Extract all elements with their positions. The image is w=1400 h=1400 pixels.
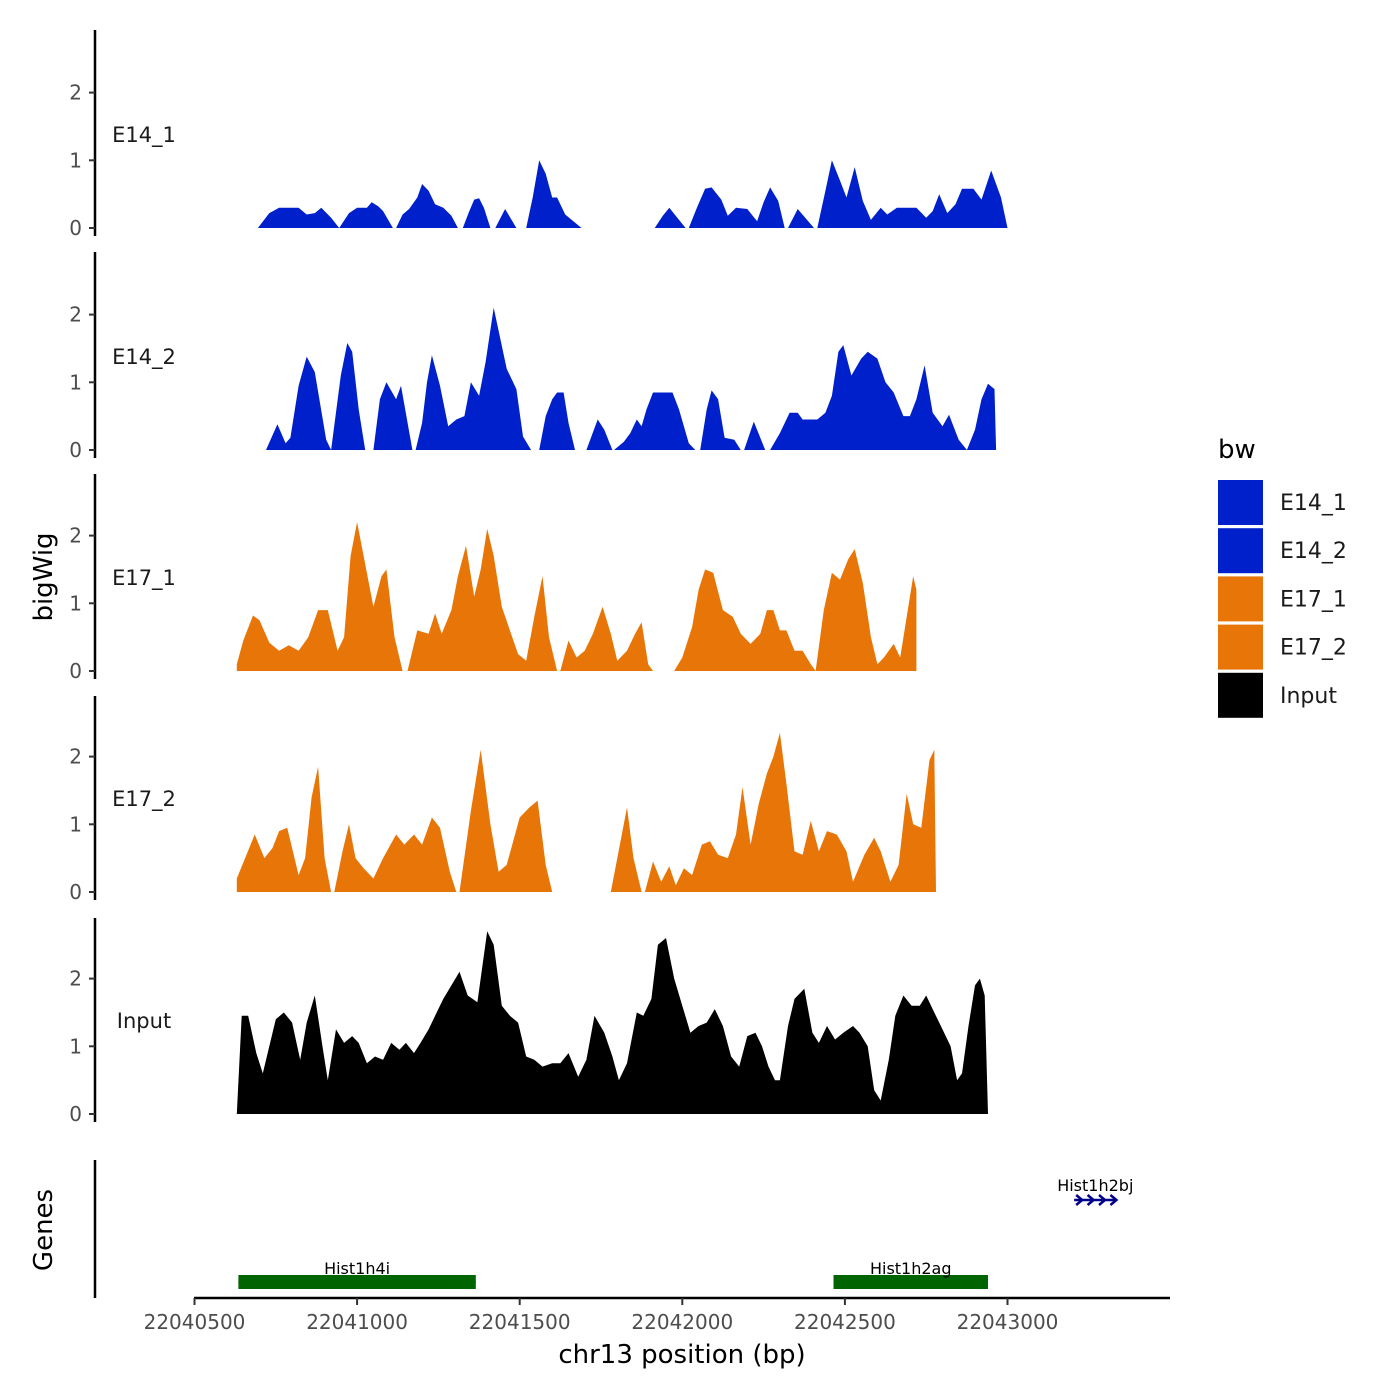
legend-entry-E17_1: E17_1 bbox=[1218, 576, 1347, 622]
legend-label: E17_1 bbox=[1280, 587, 1347, 612]
y-tick-label: 2 bbox=[69, 967, 82, 991]
y-tick-label: 1 bbox=[69, 370, 82, 394]
legend-swatch bbox=[1218, 576, 1263, 622]
gene-strand-arrow bbox=[1098, 1194, 1107, 1206]
y-tick-label: 0 bbox=[69, 659, 82, 683]
signal-area bbox=[236, 931, 989, 1114]
x-tick-label: 22040500 bbox=[144, 1310, 246, 1334]
track-label: E17_1 bbox=[112, 566, 176, 591]
y-tick-label: 1 bbox=[69, 812, 82, 836]
signal-area bbox=[334, 817, 457, 892]
y-tick-label: 2 bbox=[69, 303, 82, 327]
x-tick-label: 22042000 bbox=[631, 1310, 733, 1334]
x-tick-label: 22043000 bbox=[957, 1310, 1059, 1334]
signal-area bbox=[770, 345, 967, 450]
x-axis-title: chr13 position (bp) bbox=[558, 1340, 805, 1370]
y-tick-label: 2 bbox=[69, 745, 82, 769]
y-tick-label: 0 bbox=[69, 1102, 82, 1126]
gene-label: Hist1h2ag bbox=[870, 1259, 952, 1278]
legend-swatch bbox=[1218, 480, 1263, 525]
track-E14_2: 0 1 2 E14_2 bbox=[69, 252, 997, 462]
gene-strand-arrow bbox=[1086, 1194, 1096, 1206]
track-E17_2: 0 1 2 E17_2 bbox=[69, 696, 936, 904]
signal-area bbox=[560, 606, 653, 671]
y-tick-label: 1 bbox=[69, 591, 82, 615]
signal-area bbox=[654, 207, 686, 228]
signal-area bbox=[817, 160, 1008, 228]
legend-label: E17_2 bbox=[1280, 636, 1347, 661]
signal-area bbox=[266, 356, 332, 450]
signal-area bbox=[644, 732, 936, 892]
signal-area bbox=[815, 549, 917, 671]
signal-area bbox=[674, 569, 816, 671]
y-tick-label: 1 bbox=[69, 148, 82, 172]
signal-area bbox=[257, 207, 340, 228]
signal-tracks: 0 1 2 E14_1 0 1 2 E14_2 0 1 2 E17_1 0 1 2 E17_2 0 1 2 Input bbox=[69, 30, 1008, 1126]
signal-area bbox=[396, 184, 458, 228]
x-tick-label: 22042500 bbox=[794, 1310, 896, 1334]
gene-Hist1h2bj: Hist1h2bj bbox=[1057, 1176, 1133, 1206]
track-E17_1: 0 1 2 E17_1 bbox=[69, 474, 917, 683]
gene-strand-arrow bbox=[1075, 1194, 1085, 1206]
signal-area bbox=[462, 198, 491, 228]
y-tick-label: 2 bbox=[69, 524, 82, 548]
legend-label: E14_1 bbox=[1280, 491, 1347, 516]
y-tick-label: 0 bbox=[69, 880, 82, 904]
x-tick-label: 22041500 bbox=[469, 1310, 571, 1334]
signal-area bbox=[526, 160, 582, 228]
signal-area bbox=[586, 419, 613, 450]
legend: bw E14_1 E14_2 E17_1 E17_2 Input bbox=[1218, 435, 1347, 718]
signal-area bbox=[610, 807, 642, 892]
legend-title: bw bbox=[1218, 435, 1256, 465]
y-tick-label: 0 bbox=[69, 216, 82, 240]
signal-area bbox=[339, 202, 393, 228]
gene-Hist1h4i: Hist1h4i bbox=[238, 1259, 476, 1289]
x-tick-label: 22041000 bbox=[306, 1310, 408, 1334]
signal-area bbox=[331, 343, 366, 450]
y-tick-label: 1 bbox=[69, 1034, 82, 1058]
signal-area bbox=[688, 187, 785, 228]
signal-area bbox=[614, 392, 696, 450]
legend-label: Input bbox=[1280, 684, 1337, 709]
legend-swatch bbox=[1218, 528, 1263, 574]
y-tick-label: 2 bbox=[69, 81, 82, 105]
track-label: E14_1 bbox=[112, 123, 176, 148]
legend-entry-E14_2: E14_2 bbox=[1218, 528, 1347, 574]
legend-swatch bbox=[1218, 624, 1263, 670]
gene-strand-arrow bbox=[1109, 1194, 1119, 1206]
legend-label: E14_2 bbox=[1280, 539, 1347, 564]
legend-swatch bbox=[1218, 672, 1263, 718]
track-Input: 0 1 2 Input bbox=[69, 918, 989, 1126]
signal-area bbox=[788, 209, 814, 228]
legend-entry-E14_1: E14_1 bbox=[1218, 480, 1347, 525]
legend-entry-E17_2: E17_2 bbox=[1218, 624, 1347, 670]
genes-panel: Hist1h4i Hist1h2ag Hist1h2bj bbox=[93, 1160, 1133, 1298]
track-E14_1: 0 1 2 E14_1 bbox=[69, 30, 1008, 240]
gene-Hist1h2ag: Hist1h2ag bbox=[833, 1259, 988, 1289]
gene-label: Hist1h2bj bbox=[1057, 1176, 1133, 1195]
signal-area bbox=[373, 382, 413, 450]
y-axis-title: bigWig bbox=[29, 532, 59, 621]
genes-axis-title: Genes bbox=[29, 1189, 59, 1271]
y-tick-label: 0 bbox=[69, 438, 82, 462]
gene-label: Hist1h4i bbox=[324, 1259, 390, 1278]
signal-area bbox=[744, 421, 766, 450]
signal-area bbox=[966, 383, 997, 450]
signal-area bbox=[236, 766, 332, 892]
track-label: Input bbox=[117, 1009, 171, 1033]
track-label: E14_2 bbox=[112, 345, 176, 370]
signal-area bbox=[236, 522, 403, 671]
signal-area bbox=[459, 749, 553, 892]
signal-area bbox=[407, 528, 558, 671]
signal-area bbox=[700, 390, 741, 450]
track-label: E17_2 bbox=[112, 787, 176, 812]
signal-area bbox=[495, 209, 517, 228]
signal-area bbox=[539, 392, 575, 450]
signal-area bbox=[415, 307, 532, 450]
x-axis: 22040500 22041000 22041500 22042000 22042500… bbox=[144, 1296, 1170, 1334]
legend-entry-Input: Input bbox=[1218, 672, 1337, 718]
